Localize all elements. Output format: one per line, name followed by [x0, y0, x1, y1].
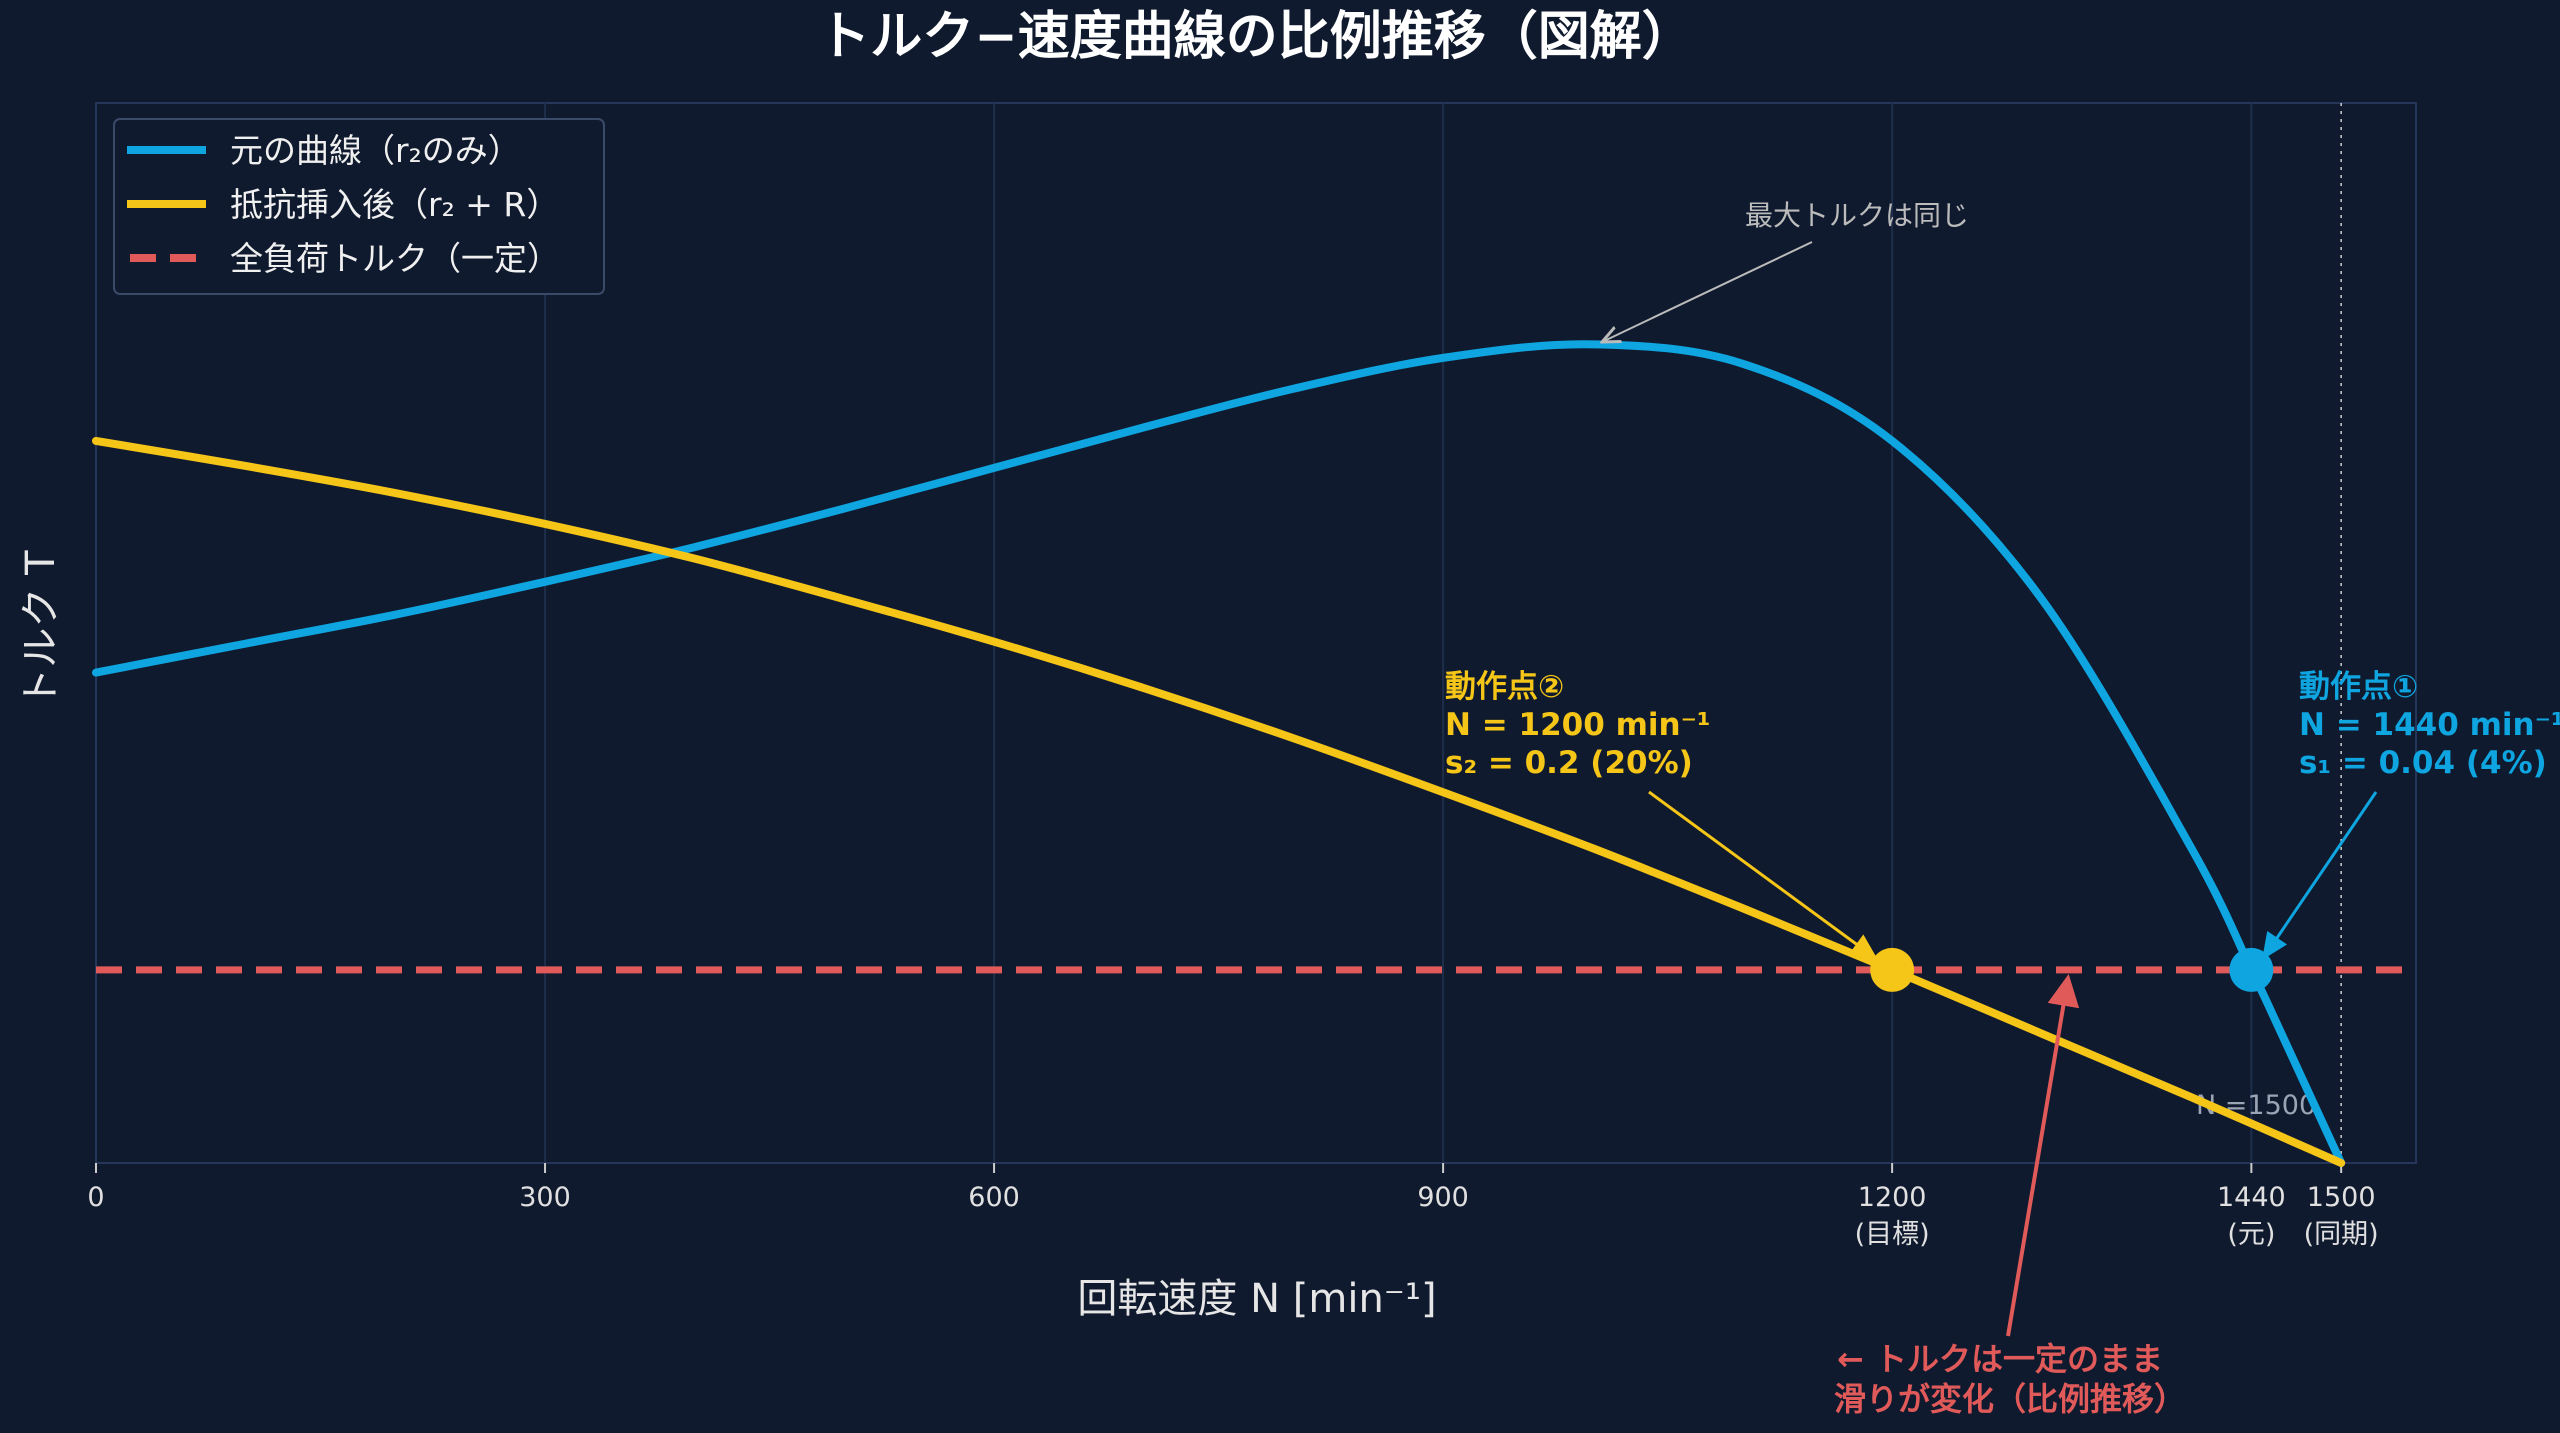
- op1-slip: s₁ = 0.04 (4%): [2299, 745, 2547, 781]
- note-arrow: [2006, 974, 2080, 1337]
- legend-label-load: 全負荷トルク（一定）: [230, 239, 560, 278]
- op2-title: 動作点②: [1445, 669, 1564, 705]
- x-tick-label: 900: [1417, 1182, 1469, 1213]
- max-torque-label: 最大トルクは同じ: [1745, 199, 1969, 232]
- x-tick-sublabel: (元): [2227, 1219, 2275, 1250]
- x-tick-sublabel: (同期): [2304, 1219, 2379, 1250]
- op1-title: 動作点①: [2299, 669, 2418, 705]
- legend-label-original: 元の曲線（r₂のみ）: [230, 131, 521, 170]
- max-torque-arrow: [1602, 241, 1813, 342]
- note-line2: 滑りが変化（比例推移）: [1834, 1380, 2186, 1418]
- y-axis-label: トルク T: [18, 550, 64, 708]
- plot-area: [95, 102, 2417, 1164]
- note-line1: ← トルクは一定のまま: [1837, 1340, 2163, 1378]
- op2-speed: N = 1200 min⁻¹: [1445, 707, 1711, 743]
- x-tick-label: 0: [87, 1182, 104, 1213]
- series-line-0: [92, 340, 2346, 1167]
- x-tick-label: 1200: [1858, 1182, 1927, 1213]
- x-axis-label: 回転速度 N [min⁻¹]: [1077, 1276, 1436, 1322]
- x-tick-label: 600: [968, 1182, 1020, 1213]
- chart-title: トルク−速度曲線の比例推移（図解）: [818, 7, 1694, 67]
- series-line-1: [92, 436, 2346, 1167]
- op2-arrow: [1648, 790, 1879, 962]
- op1-arrow: [2260, 791, 2378, 961]
- legend: 元の曲線（r₂のみ） 抵抗挿入後（r₂ + R） 全負荷トルク（一定）: [113, 118, 605, 295]
- x-tick-label: 300: [519, 1182, 571, 1213]
- legend-label-resistor: 抵抗挿入後（r₂ + R）: [230, 185, 559, 224]
- operating-point-1: [1870, 947, 1915, 992]
- x-tick-label: 1440: [2217, 1182, 2286, 1213]
- x-tick-sublabel: (目標): [1855, 1219, 1930, 1250]
- op2-slip: s₂ = 0.2 (20%): [1445, 745, 1693, 781]
- op1-speed: N = 1440 min⁻¹: [2299, 707, 2560, 743]
- x-tick-label: 1500: [2307, 1182, 2376, 1213]
